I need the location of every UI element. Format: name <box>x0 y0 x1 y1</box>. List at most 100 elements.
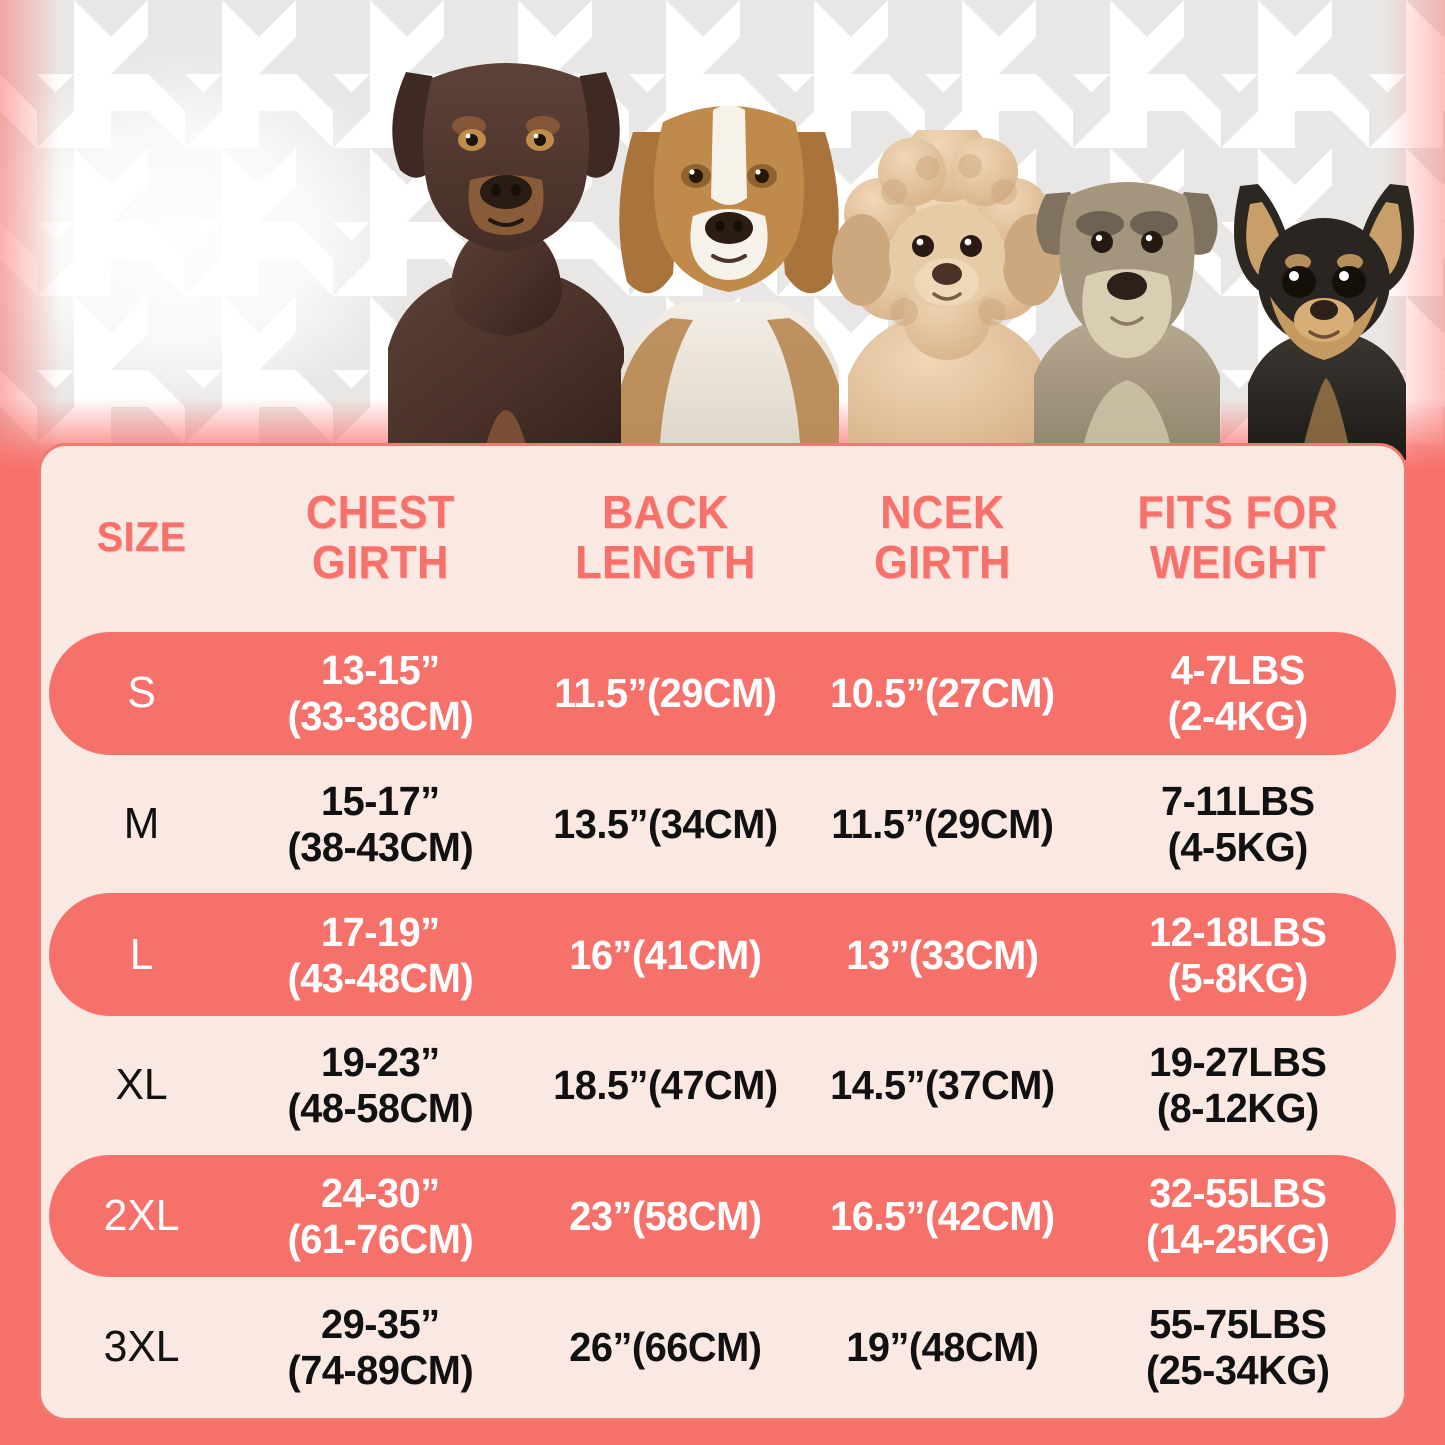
cell-size: XL <box>115 1060 168 1110</box>
cell-weight-inches: 55-75LBS <box>1149 1300 1327 1347</box>
cell-back: 23”(58CM) <box>529 1193 801 1239</box>
cell-size: S <box>127 668 156 718</box>
cell-neck-inches: 19”(48CM) <box>845 1323 1039 1370</box>
column-header-back-line1: BACK <box>601 486 729 538</box>
cell-chest-inches: 13-15” <box>321 647 440 694</box>
cell-chest-inches: 15-17” <box>321 778 440 824</box>
cell-weight-metric: (4-5KG) <box>1168 824 1309 870</box>
cell-neck-inches: 11.5”(29CM) <box>830 801 1054 847</box>
row-highlight-pill <box>49 632 1396 755</box>
cell-back: 11.5”(29CM) <box>529 670 801 716</box>
size-chart-card: SIZE CHEST GIRTH BACK LENGTH NCEK GIRTH … <box>38 443 1407 1421</box>
row-highlight-pill <box>49 1154 1396 1278</box>
table-header-row: SIZE CHEST GIRTH BACK LENGTH NCEK GIRTH … <box>41 446 1404 628</box>
cell-back: 13.5”(34CM) <box>529 801 801 847</box>
cell-back: 16”(41CM) <box>529 932 801 978</box>
cell-weight: 55-75LBS (25-34KG) <box>1083 1301 1393 1393</box>
table-body: S 13-15” (33-38CM) 11.5”(29CM) 10.5”(27CM) 4-… <box>41 628 1404 1418</box>
cell-chest-inches: 19-23” <box>321 1039 440 1086</box>
cell-chest-metric: (48-58CM) <box>287 1085 474 1132</box>
cell-weight-metric: (2-4KG) <box>1168 693 1309 740</box>
cell-neck: 16.5”(42CM) <box>810 1193 1075 1239</box>
chihuahua-illustration <box>1234 184 1414 460</box>
cell-size: M <box>123 799 160 848</box>
cell-back-inches: 11.5”(29CM) <box>554 670 777 717</box>
dog-schnauzer <box>1012 140 1242 460</box>
doberman-illustration <box>388 63 624 460</box>
table-row: S 13-15” (33-38CM) 11.5”(29CM) 10.5”(27CM) 4-… <box>41 628 1404 759</box>
cell-weight-metric: (14-25KG) <box>1146 1216 1330 1263</box>
dog-doberman <box>362 30 652 460</box>
cell-chest-metric: (38-43CM) <box>287 824 474 870</box>
cell-chest: 24-30” (61-76CM) <box>240 1170 520 1262</box>
cell-weight: 19-27LBS (8-12KG) <box>1083 1039 1393 1131</box>
size-chart-table: SIZE CHEST GIRTH BACK LENGTH NCEK GIRTH … <box>41 446 1404 1418</box>
cell-chest: 13-15” (33-38CM) <box>240 647 520 739</box>
column-header-chest-line1: CHEST <box>306 486 455 538</box>
cell-size: 3XL <box>103 1321 180 1371</box>
cell-back: 26”(66CM) <box>529 1324 801 1370</box>
dog-photo-group <box>352 8 1414 460</box>
cell-chest: 15-17” (38-43CM) <box>240 778 520 870</box>
cell-weight: 12-18LBS (5-8KG) <box>1083 909 1393 1001</box>
cell-chest-metric: (33-38CM) <box>287 693 474 740</box>
column-header-chest-line2: GIRTH <box>312 536 449 588</box>
cell-neck: 13”(33CM) <box>810 932 1075 978</box>
cell-neck: 19”(48CM) <box>810 1324 1075 1370</box>
cell-back-inches: 26”(66CM) <box>569 1323 762 1370</box>
cell-weight-metric: (8-12KG) <box>1157 1085 1320 1132</box>
cell-chest: 19-23” (48-58CM) <box>240 1039 520 1131</box>
column-header-fits-for-weight: FITS FOR WEIGHT <box>1088 487 1388 587</box>
cell-chest-metric: (43-48CM) <box>287 954 474 1001</box>
cell-back-inches: 13.5”(34CM) <box>552 801 778 847</box>
table-row: 2XL 24-30” (61-76CM) 23”(58CM) 16.5”(42CM) 32… <box>41 1151 1404 1282</box>
cell-weight-inches: 12-18LBS <box>1149 908 1327 955</box>
cell-chest-metric: (61-76CM) <box>287 1216 474 1263</box>
column-header-size: SIZE <box>96 513 187 560</box>
cell-chest: 17-19” (43-48CM) <box>240 909 520 1001</box>
cell-neck: 14.5”(37CM) <box>810 1062 1075 1108</box>
column-header-neck-line1: NCEK <box>879 486 1005 538</box>
poodle-illustration <box>832 130 1062 460</box>
column-header-neck-line2: GIRTH <box>873 536 1011 588</box>
cell-chest-inches: 17-19” <box>321 908 440 955</box>
cell-back-inches: 23”(58CM) <box>569 1193 762 1240</box>
cell-weight: 4-7LBS (2-4KG) <box>1083 647 1393 739</box>
cell-neck: 10.5”(27CM) <box>810 670 1075 716</box>
column-header-weight-line2: WEIGHT <box>1150 536 1327 588</box>
table-row: L 17-19” (43-48CM) 16”(41CM) 13”(33CM) 12-18L… <box>41 889 1404 1020</box>
cell-neck-inches: 10.5”(27CM) <box>829 670 1055 717</box>
column-header-weight-line1: FITS FOR <box>1137 486 1339 538</box>
cell-chest-inches: 29-35” <box>321 1300 440 1347</box>
column-header-chest-girth: CHEST GIRTH <box>245 487 516 587</box>
schnauzer-illustration <box>1034 182 1220 460</box>
dog-beagle <box>597 70 862 460</box>
cell-neck-inches: 14.5”(37CM) <box>829 1062 1055 1109</box>
cell-weight: 32-55LBS (14-25KG) <box>1083 1170 1393 1262</box>
row-highlight-pill <box>49 893 1396 1017</box>
cell-chest-metric: (74-89CM) <box>287 1346 474 1393</box>
cell-weight-inches: 19-27LBS <box>1149 1039 1327 1086</box>
cell-weight-metric: (5-8KG) <box>1168 954 1309 1001</box>
table-row: 3XL 29-35” (74-89CM) 26”(66CM) 19”(48CM) 55-7… <box>41 1281 1404 1412</box>
cell-back-inches: 16”(41CM) <box>569 931 762 978</box>
dog-poodle <box>822 130 1072 460</box>
table-row: XL 19-23” (48-58CM) 18.5”(47CM) 14.5”(37CM) 1… <box>41 1020 1404 1151</box>
dog-chihuahua <box>1214 170 1434 460</box>
column-header-back-line2: LENGTH <box>574 536 756 588</box>
cell-weight-inches: 32-55LBS <box>1149 1170 1327 1217</box>
cell-neck: 11.5”(29CM) <box>810 801 1075 847</box>
column-header-neck-girth: NCEK GIRTH <box>814 487 1070 587</box>
cell-size: 2XL <box>103 1191 180 1241</box>
column-header-back-length: BACK LENGTH <box>533 487 797 587</box>
cell-weight-metric: (25-34KG) <box>1146 1346 1330 1393</box>
cell-size: L <box>129 929 154 979</box>
cell-neck-inches: 16.5”(42CM) <box>829 1193 1055 1240</box>
cell-weight-inches: 4-7LBS <box>1171 647 1306 694</box>
cell-back: 18.5”(47CM) <box>529 1062 801 1108</box>
cell-neck-inches: 13”(33CM) <box>845 931 1039 978</box>
cell-chest: 29-35” (74-89CM) <box>240 1301 520 1393</box>
table-row: M 15-17” (38-43CM) 13.5”(34CM) 11.5”(29CM) 7-… <box>41 759 1404 890</box>
beagle-illustration <box>619 105 839 460</box>
